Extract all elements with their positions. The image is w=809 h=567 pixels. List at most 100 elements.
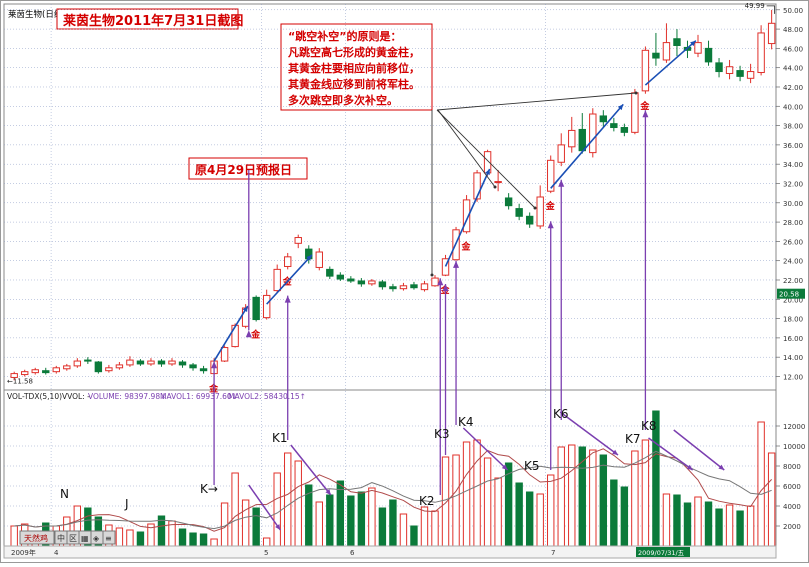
volume-bar <box>746 505 755 547</box>
link-arrowhead <box>642 110 649 118</box>
candle-body <box>641 49 650 92</box>
candle-body <box>568 129 576 148</box>
volume-bar <box>767 452 776 547</box>
candle-body <box>126 359 134 366</box>
volume-bar <box>610 479 618 547</box>
principle-pointer-end <box>634 91 638 95</box>
candle-body <box>147 360 155 365</box>
volume-bar <box>252 507 260 547</box>
date-month-7: 7 <box>551 549 555 557</box>
volume-trend-arrow <box>248 484 281 531</box>
gold-trend-arrowhead <box>617 104 624 111</box>
link-arrowhead <box>547 221 554 229</box>
volume-bar <box>199 533 208 547</box>
candle-body <box>757 32 765 74</box>
price-tick-label: 20.00 <box>783 296 803 304</box>
candle-body <box>673 38 681 46</box>
candle-body <box>704 47 713 63</box>
price-tick-label: 50.00 <box>783 7 803 15</box>
candle-body <box>178 361 187 366</box>
candle-body <box>694 42 702 54</box>
candle-body <box>410 284 418 289</box>
toolbar-brand-button[interactable] <box>19 530 55 545</box>
vol-vvol: VVOL: - <box>62 392 90 401</box>
candle-body <box>262 294 271 319</box>
volume-label-kp: K→ <box>200 482 218 496</box>
candle-body <box>42 370 50 374</box>
volume-bar <box>115 527 124 547</box>
volume-bar <box>589 449 597 547</box>
volume-bar <box>568 444 576 547</box>
candle-body <box>610 123 618 129</box>
principle-line-3: 其黄金柱要相应向前移位， <box>288 61 420 75</box>
volume-bar <box>178 528 187 547</box>
volume-bar <box>389 499 397 547</box>
window-title: 莱茵生物(日线) <box>8 9 66 20</box>
low-label: ←11.58 <box>7 378 33 386</box>
candle-body <box>515 208 523 217</box>
volume-bar <box>420 506 429 547</box>
candle-body <box>136 360 145 365</box>
candle-body <box>557 144 565 163</box>
volume-bar <box>557 446 565 547</box>
toolbar-brand: 天然鸡 <box>24 533 48 543</box>
candle-body <box>473 172 481 200</box>
volume-label-k7: K7 <box>625 432 641 446</box>
candle-body <box>725 66 734 74</box>
volume-trend-arrowhead <box>612 449 619 455</box>
candle-body <box>525 215 534 225</box>
toolbar: 天然鸡 中 区 ▦ ◈ ≡ <box>19 530 116 545</box>
gold-marker: 金 <box>461 241 472 253</box>
link-arrowhead <box>211 361 218 369</box>
volume-trend-arrowhead <box>686 464 693 470</box>
candle-body <box>494 181 502 184</box>
volume-bar <box>452 454 460 547</box>
principle-line-2: 凡跳空高七形成的黄金柱， <box>288 45 420 59</box>
candle-body <box>157 360 166 365</box>
link-arrowhead <box>453 260 460 268</box>
price-tick-label: 42.00 <box>783 84 803 92</box>
price-tag-label: 20.58 <box>779 291 799 299</box>
candle-body <box>662 42 671 61</box>
candle-body <box>368 280 376 285</box>
toolbar-button-5[interactable] <box>102 530 116 545</box>
candle-body <box>547 159 555 192</box>
volume-bar <box>736 510 744 547</box>
date-last: 2009/07/31/五 <box>638 549 685 557</box>
candle-body <box>189 364 197 369</box>
toolbar-button-1-label: 中 <box>57 533 65 543</box>
volume-tick-label: 12000 <box>783 423 805 431</box>
candle-body <box>746 71 755 79</box>
price-tick-label: 44.00 <box>783 65 803 73</box>
volume-bar <box>273 472 281 547</box>
candle-body <box>220 347 229 362</box>
toolbar-button-5-label: ≡ <box>105 534 112 543</box>
candle-body <box>441 258 450 276</box>
candle-body <box>326 268 334 277</box>
candle-body <box>10 373 18 378</box>
principle-box <box>280 23 433 111</box>
candle-body <box>589 113 597 154</box>
candle-body <box>52 367 60 373</box>
principle-pointer-end <box>533 206 537 210</box>
candle-body <box>84 359 92 362</box>
candle-body <box>168 360 176 365</box>
price-tick-label: 12.00 <box>783 373 803 381</box>
volume-label-j: J <box>124 497 129 511</box>
date-axis-bar <box>3 545 777 559</box>
volume-bar <box>620 486 629 547</box>
principle-line-5: 多次跳空即多次补空。 <box>288 93 398 107</box>
principle-pointer-end <box>430 273 434 277</box>
volume-tick-label: 10000 <box>783 443 805 451</box>
gold-marker: 金 <box>639 100 650 112</box>
gold-trend-line <box>550 103 624 189</box>
principle-pointer <box>436 109 536 209</box>
candle-body <box>620 127 629 133</box>
volume-bar <box>536 493 544 547</box>
volume-trend-arrow <box>462 427 509 471</box>
volume-bar <box>673 494 681 547</box>
candle-body <box>652 52 660 59</box>
candle-body <box>231 324 239 348</box>
